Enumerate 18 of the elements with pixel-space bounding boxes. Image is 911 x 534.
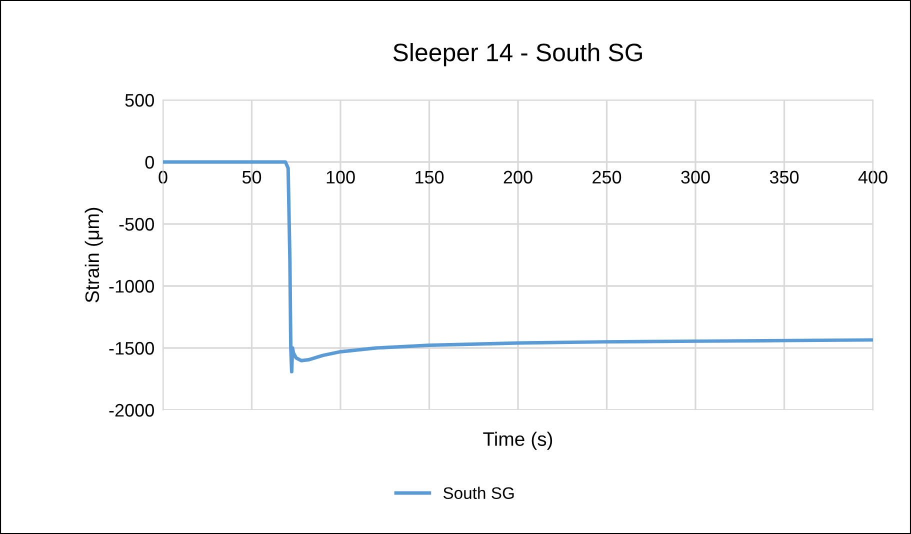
y-tick-label: -1500 [109,342,154,355]
x-axis-title: Time (s) [483,432,552,450]
x-tick-label: 50 [242,170,262,184]
x-tick-label: 200 [504,170,532,184]
x-tick-label: 350 [770,170,799,184]
x-tick-label: 400 [858,170,888,184]
x-tick-label: 250 [592,170,622,184]
y-tick-label: 500 [125,94,154,107]
legend-label: South SG [443,486,514,500]
y-tick-label: -1000 [109,280,154,293]
chart-title: Sleeper 14 - South SG [393,42,642,66]
y-tick-label: 0 [145,156,154,169]
x-tick-label: 100 [326,170,355,184]
x-tick-label: 300 [681,170,710,184]
y-tick-label: -2000 [109,404,154,417]
y-axis-title: Strain (μm) [84,208,103,302]
x-tick-label: 150 [416,170,444,184]
y-tick-label: -500 [119,218,154,231]
